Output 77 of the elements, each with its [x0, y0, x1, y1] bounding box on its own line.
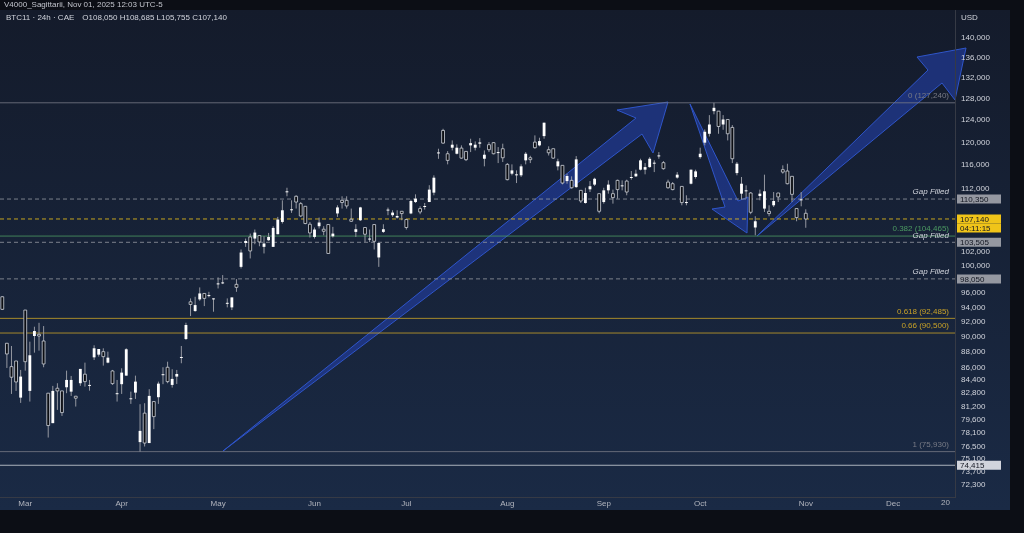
y-tick-label: 100,000 [961, 260, 991, 270]
candlestick [156, 381, 160, 405]
ref-line-label: 0.618 (92,485) [896, 306, 950, 316]
y-tick-label: 90,000 [961, 331, 987, 341]
y-tick-label: 112,000 [961, 184, 990, 194]
y-tick-label: 86,000 [961, 362, 987, 372]
text: 20 [941, 498, 951, 508]
candlestick [129, 391, 133, 405]
y-tick-label: 72,300 [961, 479, 987, 489]
x-tick-label: Oct [693, 499, 708, 508]
y-tick-label: 82,800 [961, 388, 987, 398]
candlestick [657, 151, 661, 160]
candlestick [707, 114, 711, 137]
y-tick-label: 78,100 [961, 427, 987, 437]
x-tick-label: Nov [798, 499, 813, 508]
candlestick [193, 296, 197, 313]
candlestick [721, 114, 725, 131]
y-tick-label: 96,000 [961, 288, 987, 298]
candlestick [496, 146, 500, 164]
y-tick-label: 84,400 [961, 375, 987, 385]
y-tick-label: 94,000 [961, 302, 987, 312]
x-tick-label: Aug [500, 499, 515, 508]
candlestick [151, 401, 156, 430]
x-tick-label: Jul [401, 499, 412, 508]
x-tick-label: Jun [308, 499, 321, 508]
candlestick [170, 368, 174, 389]
y-tick-label: 92,000 [961, 317, 987, 327]
text: 98,050 [960, 274, 986, 284]
x-tick-label: Dec [885, 499, 901, 508]
chart-title: BTC11 · 24h · CAE [6, 13, 75, 22]
ref-line-label: Gap Filled [912, 187, 950, 197]
ref-line-label: 0.66 (90,500) [901, 321, 950, 331]
candlestick [368, 229, 372, 243]
candlestick [207, 291, 211, 298]
candlestick [69, 375, 73, 397]
y-tick-label: 88,000 [961, 347, 987, 357]
y-tick-label: 79,600 [961, 414, 987, 424]
text: 103,505 [960, 238, 990, 248]
text: V4000_Sagittarii, Nov 01, 2025 12:03 UTC-5 [4, 0, 164, 10]
candlestick [515, 169, 518, 184]
y-tick-label: 140,000 [961, 33, 991, 43]
text: 110,350 [960, 194, 989, 204]
candlestick [106, 351, 110, 364]
candlestick [652, 159, 656, 173]
y-tick-label: 81,200 [961, 401, 987, 411]
candlestick [620, 179, 624, 191]
candlestick [134, 375, 137, 400]
candlestick [643, 162, 647, 175]
candlestick [753, 215, 757, 236]
chart-subtitle: O108,050 H108,685 L105,755 C107,140 [82, 13, 228, 22]
candlestick [179, 345, 183, 364]
x-tick-label: May [210, 499, 226, 508]
text: USD [961, 13, 979, 22]
candlestick [19, 369, 23, 404]
candlestick [437, 148, 440, 160]
candlestick [115, 379, 119, 403]
text: 107,140 [960, 214, 990, 224]
candlestick [33, 326, 36, 354]
x-tick-label: Sep [596, 499, 612, 508]
y-tick-label: 124,000 [961, 115, 991, 125]
candlestick [317, 217, 321, 230]
text: 04:11:15 [960, 223, 992, 233]
candlestick [88, 379, 91, 392]
candlestick [120, 367, 124, 395]
y-tick-label: 76,500 [961, 441, 987, 451]
ref-line-label: Gap Filled [912, 267, 950, 277]
x-tick-label: Apr [115, 499, 129, 508]
y-tick-label: 120,000 [961, 137, 991, 147]
y-tick-label: 102,000 [961, 247, 991, 257]
ref-line-label: 1 (75,930) [912, 439, 950, 449]
x-tick-label: Mar [18, 499, 33, 508]
y-tick-label: 116,000 [961, 160, 990, 170]
candlestick [65, 370, 68, 394]
candlestick [212, 297, 215, 313]
candlestick [290, 199, 293, 214]
y-tick-label: 128,000 [961, 93, 991, 103]
y-tick-label: 132,000 [961, 73, 991, 83]
